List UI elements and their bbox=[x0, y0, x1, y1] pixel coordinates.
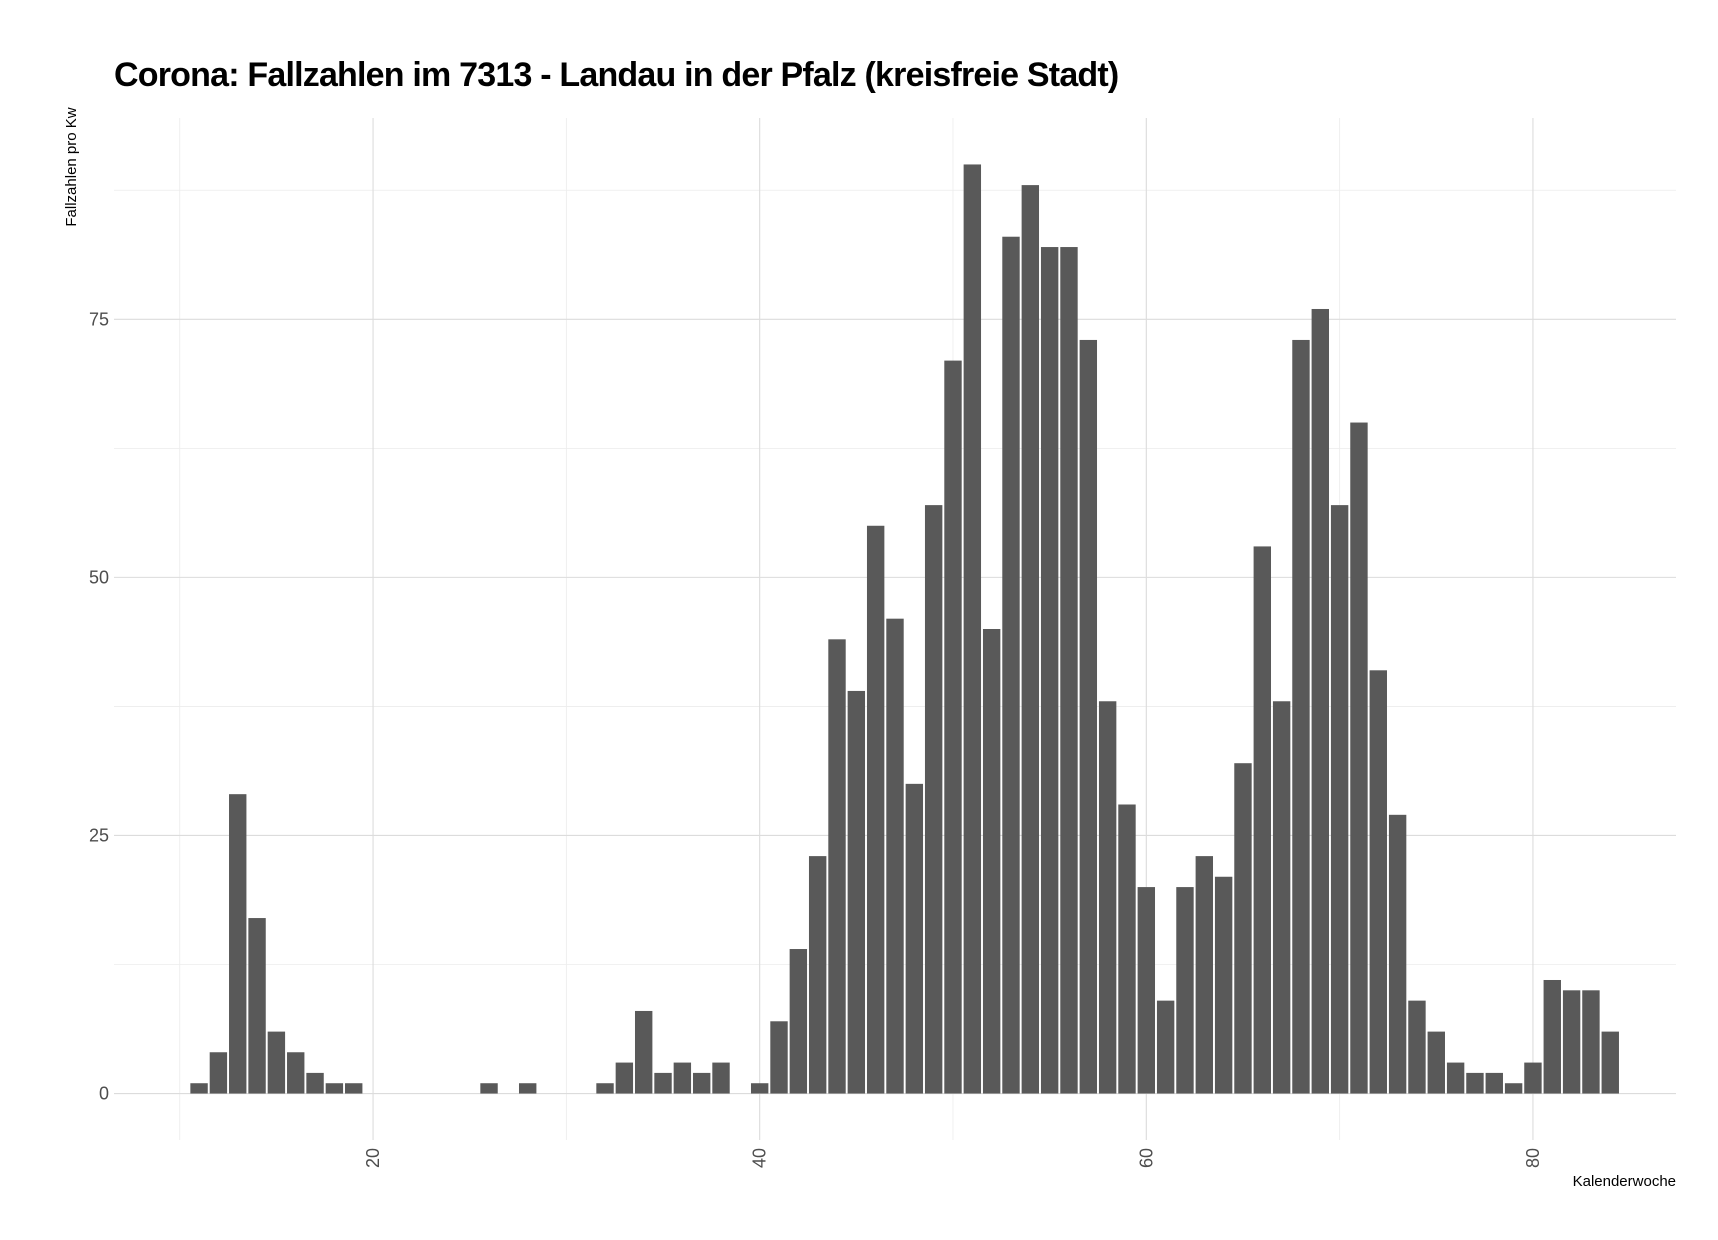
bar-kw-53 bbox=[1002, 236, 1020, 1094]
bar-kw-79 bbox=[1504, 1083, 1523, 1094]
bar-kw-43 bbox=[808, 856, 827, 1094]
y-tick-label: 0 bbox=[99, 1084, 109, 1104]
y-axis-title: Fallzahlen pro Kw bbox=[63, 107, 80, 226]
bar-kw-56 bbox=[1060, 247, 1078, 1094]
y-tick-label: 25 bbox=[89, 825, 109, 845]
bar-kw-32 bbox=[596, 1083, 614, 1094]
bar-kw-74 bbox=[1408, 1000, 1426, 1094]
bar-kw-55 bbox=[1040, 247, 1059, 1094]
bar-kw-38 bbox=[712, 1062, 730, 1094]
bar-kw-44 bbox=[828, 639, 846, 1094]
bar-kw-15 bbox=[267, 1031, 286, 1094]
bar-kw-66 bbox=[1253, 546, 1272, 1094]
y-tick-label: 75 bbox=[89, 309, 109, 329]
y-tick-labels: 0 25 50 75 bbox=[89, 309, 109, 1103]
bar-kw-73 bbox=[1388, 814, 1407, 1094]
bar-kw-49 bbox=[924, 505, 943, 1094]
x-tick-label: 40 bbox=[750, 1148, 770, 1168]
bar-kw-50 bbox=[944, 360, 962, 1094]
x-tick-label: 80 bbox=[1523, 1148, 1543, 1168]
bar-kw-63 bbox=[1195, 856, 1214, 1094]
x-tick-label: 20 bbox=[363, 1148, 383, 1168]
bar-kw-36 bbox=[673, 1062, 692, 1094]
bar-kw-57 bbox=[1079, 339, 1098, 1094]
bar-kw-19 bbox=[345, 1083, 363, 1094]
bar-kw-45 bbox=[847, 690, 866, 1094]
bar-kw-13 bbox=[229, 794, 247, 1094]
x-axis-title: Kalenderwoche bbox=[1573, 1173, 1676, 1190]
chart-title: Corona: Fallzahlen im 7313 - Landau in d… bbox=[114, 56, 1119, 94]
bar-kw-77 bbox=[1466, 1072, 1484, 1094]
bar-kw-46 bbox=[866, 525, 885, 1094]
bar-kw-68 bbox=[1292, 339, 1310, 1094]
bar-kw-51 bbox=[963, 164, 982, 1094]
bar-kw-71 bbox=[1350, 422, 1368, 1094]
bar-kw-59 bbox=[1118, 804, 1136, 1094]
bar-kw-35 bbox=[654, 1072, 672, 1094]
bar-kw-26 bbox=[480, 1083, 498, 1094]
bar-kw-34 bbox=[634, 1010, 653, 1094]
bar-kw-76 bbox=[1446, 1062, 1465, 1094]
bar-kw-61 bbox=[1156, 1000, 1175, 1094]
bar-kw-72 bbox=[1369, 670, 1387, 1094]
bar-kw-28 bbox=[518, 1083, 537, 1094]
bar-kw-78 bbox=[1485, 1072, 1503, 1094]
bar-kw-84 bbox=[1601, 1031, 1619, 1094]
x-tick-labels: 20 40 60 80 bbox=[363, 1148, 1543, 1168]
bar-kw-16 bbox=[287, 1052, 305, 1094]
bar-kw-18 bbox=[325, 1083, 344, 1094]
bar-kw-37 bbox=[692, 1072, 711, 1094]
bar-kw-67 bbox=[1272, 701, 1291, 1094]
bar-kw-41 bbox=[770, 1021, 788, 1094]
bar-kw-60 bbox=[1137, 887, 1156, 1094]
x-tick-label: 60 bbox=[1136, 1148, 1156, 1168]
bar-kw-52 bbox=[982, 629, 1001, 1094]
bar-kw-11 bbox=[190, 1083, 208, 1094]
bar-kw-14 bbox=[248, 918, 266, 1094]
bar-kw-64 bbox=[1214, 876, 1233, 1094]
bar-kw-80 bbox=[1524, 1062, 1542, 1094]
bar-kw-48 bbox=[905, 783, 924, 1094]
bar-kw-81 bbox=[1543, 979, 1561, 1094]
bar-kw-58 bbox=[1098, 701, 1117, 1094]
bar-kw-42 bbox=[789, 949, 808, 1094]
bar-kw-54 bbox=[1021, 185, 1040, 1094]
bar-kw-62 bbox=[1176, 887, 1194, 1094]
bar-kw-40 bbox=[750, 1083, 769, 1094]
bar-kw-47 bbox=[886, 618, 904, 1094]
bar-kw-33 bbox=[615, 1062, 634, 1094]
bar-kw-17 bbox=[306, 1072, 324, 1094]
bar-kw-75 bbox=[1427, 1031, 1445, 1094]
bar-kw-83 bbox=[1582, 990, 1600, 1094]
bar-kw-69 bbox=[1311, 308, 1329, 1094]
bar-kw-70 bbox=[1330, 505, 1349, 1094]
y-tick-label: 50 bbox=[89, 567, 109, 587]
bar-kw-65 bbox=[1234, 763, 1252, 1094]
bar-kw-12 bbox=[209, 1052, 228, 1094]
bars bbox=[190, 164, 1619, 1094]
bar-kw-82 bbox=[1562, 990, 1581, 1094]
